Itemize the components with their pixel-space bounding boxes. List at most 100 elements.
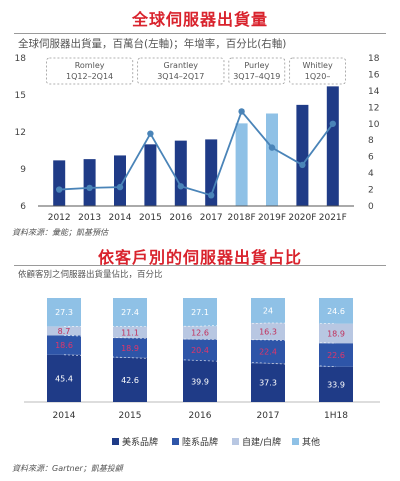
growth-point xyxy=(208,192,215,199)
growth-point xyxy=(268,144,276,151)
right-axis-tick: 4 xyxy=(368,169,374,179)
stack-segment xyxy=(251,339,285,364)
stack-value-label: 24.6 xyxy=(327,307,345,316)
stack-segment xyxy=(319,323,353,344)
chart2-title: 依客戶別的伺服器出貨占比 xyxy=(97,248,302,267)
growth-point xyxy=(299,161,306,169)
right-axis-tick: 16 xyxy=(368,70,380,80)
chart2-subtitle: 依顧客別之伺服器出貨量佔比，百分比 xyxy=(18,270,163,280)
x-axis-tick: 2020F xyxy=(288,213,316,223)
right-axis-tick: 2 xyxy=(368,186,374,196)
x-axis-tick: 2016 xyxy=(169,213,192,223)
trend-guide xyxy=(63,354,337,368)
stack-value-label: 24 xyxy=(263,306,273,315)
right-axis-tick: 10 xyxy=(368,120,380,130)
growth-point xyxy=(238,108,245,115)
growth-point xyxy=(177,183,184,190)
stack-value-label: 45.4 xyxy=(55,374,73,383)
shipment-bar xyxy=(266,113,278,206)
stack-value-label: 18.9 xyxy=(327,329,345,338)
stack-value-label: 22.6 xyxy=(327,351,345,360)
stack-value-label: 11.1 xyxy=(121,328,139,337)
era-box xyxy=(289,57,346,85)
x-axis-tick: 2017 xyxy=(200,213,223,223)
x-axis-tick: 2012 xyxy=(48,213,71,223)
stack-value-label: 42.6 xyxy=(121,376,139,385)
growth-point xyxy=(147,130,154,137)
stack-segment xyxy=(183,326,217,340)
stack-segment xyxy=(319,343,353,367)
legend-label: 陸系品牌 xyxy=(182,436,218,448)
chart1-subtitle: 全球伺服器出貨量，百萬台(左軸)；年增率，百分比(右軸) xyxy=(18,38,287,50)
stack-segment xyxy=(319,366,353,402)
era-period: 3Q17–4Q19 xyxy=(233,72,280,81)
stack-segment xyxy=(183,360,217,402)
growth-point xyxy=(56,186,63,193)
shipment-bar xyxy=(174,140,187,206)
stack-segment xyxy=(47,326,81,336)
x-axis-tick: 2019F xyxy=(258,213,286,223)
chart1-svg: 6 9 12 15 18 0 2 4 6 8 10 12 14 16 18 Romley 1Q12–2Q14 Gr… xyxy=(15,54,380,223)
stack-value-label: 27.3 xyxy=(55,308,73,317)
left-axis-tick: 9 xyxy=(20,165,26,175)
right-axis-tick: 12 xyxy=(368,103,379,113)
right-axis-tick: 6 xyxy=(368,153,374,163)
stack-segment xyxy=(183,339,217,361)
x-axis-tick: 2014 xyxy=(53,411,76,421)
chart2-top-rule xyxy=(14,265,386,266)
stack-value-label: 39.9 xyxy=(191,377,209,386)
chart2-source: 資料來源：Gartner；凱基投顧 xyxy=(12,464,123,473)
shipment-bar xyxy=(326,86,339,206)
era-name: Grantley xyxy=(164,61,199,70)
era-period: 1Q20– xyxy=(305,72,331,81)
legend-swatch xyxy=(112,438,119,445)
growth-line xyxy=(59,109,334,197)
legend-label: 美系品牌 xyxy=(122,436,158,448)
shipment-bar xyxy=(114,155,126,206)
stack-value-label: 12.6 xyxy=(191,329,209,338)
shipment-bar xyxy=(53,160,66,206)
stack-segment xyxy=(47,298,81,327)
chart1-source: 資料來源：彙能；凱基預估 xyxy=(12,228,108,237)
legend-swatch xyxy=(232,438,239,445)
stack-value-label: 20.4 xyxy=(191,346,209,355)
right-axis-tick: 8 xyxy=(368,136,374,146)
stack-value-label: 18.9 xyxy=(121,344,139,353)
stack-segment xyxy=(319,298,353,324)
stack-segment xyxy=(47,335,81,355)
stack-value-label: 33.9 xyxy=(327,380,345,389)
shipment-bar xyxy=(296,104,309,206)
left-axis-tick: 15 xyxy=(15,91,26,101)
right-axis-tick: 14 xyxy=(368,87,380,97)
stack-segment xyxy=(47,354,81,402)
chart1-top-rule xyxy=(14,33,386,34)
x-axis-tick: 2017 xyxy=(257,411,280,421)
left-axis-tick: 12 xyxy=(15,128,26,138)
legend-label: 其他 xyxy=(302,436,320,448)
right-axis-tick: 18 xyxy=(368,54,380,64)
era-box xyxy=(228,57,286,85)
stack-segment xyxy=(113,338,147,358)
legend-label: 自建/白牌 xyxy=(242,436,281,448)
left-axis-tick: 6 xyxy=(20,202,26,212)
era-name: Whitley xyxy=(302,61,332,70)
x-axis-tick: 2018F xyxy=(228,213,256,223)
shipment-bar xyxy=(235,123,248,206)
trend-guide xyxy=(63,335,337,344)
stack-segment xyxy=(251,363,285,402)
era-name: Purley xyxy=(244,61,269,70)
shipment-bar xyxy=(83,159,96,206)
chart2-svg: 45.4 18.6 8.7 27.3 2014 42.6 18.9 11.1 27.4 2015 3… xyxy=(24,298,380,448)
legend-swatch xyxy=(172,438,179,445)
x-axis-tick: 2016 xyxy=(189,411,212,421)
stack-segment xyxy=(251,298,285,323)
era-period: 3Q14–2Q17 xyxy=(157,72,204,81)
stack-value-label: 27.1 xyxy=(191,308,209,317)
x-axis-tick: 2013 xyxy=(78,213,101,223)
legend-swatch xyxy=(292,438,299,445)
x-axis-tick: 2021F xyxy=(319,213,347,223)
x-axis-tick: 2015 xyxy=(119,411,142,421)
stack-segment xyxy=(113,326,147,339)
era-period: 1Q12–2Q14 xyxy=(66,72,113,81)
stack-value-label: 37.3 xyxy=(259,379,277,388)
